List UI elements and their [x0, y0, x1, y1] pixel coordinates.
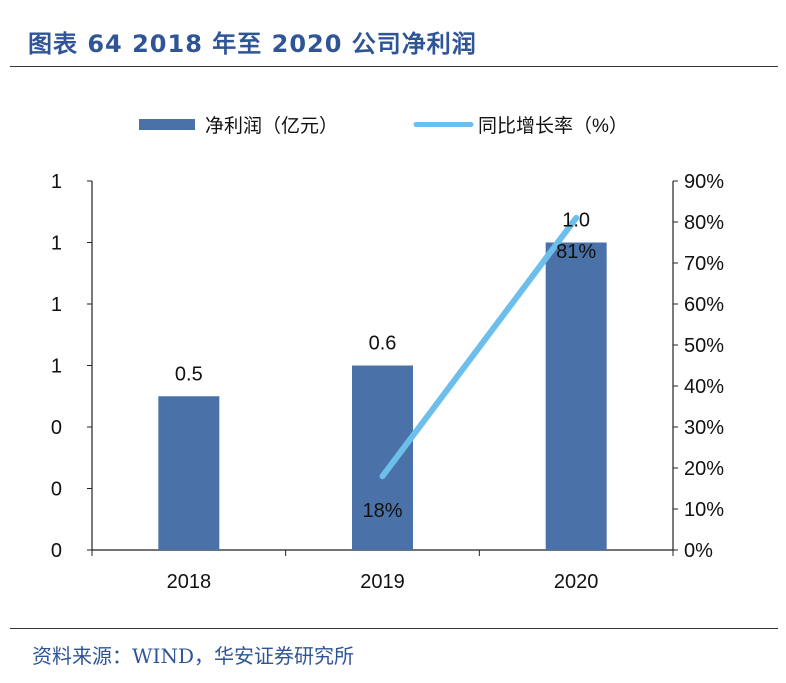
x-tick-label: 2018 — [167, 571, 212, 593]
right-tick-label: 30% — [684, 417, 724, 439]
axes: 00011110%10%20%30%40%50%60%70%80%90%2018… — [51, 171, 724, 593]
right-tick-label: 50% — [684, 335, 724, 357]
growth-value-label: 18% — [362, 500, 402, 522]
left-tick-label: 1 — [51, 294, 62, 316]
left-tick-label: 1 — [51, 233, 62, 255]
right-tick-label: 70% — [684, 253, 724, 275]
left-tick-label: 1 — [51, 171, 62, 193]
bar-value-label: 0.5 — [175, 363, 203, 385]
right-tick-label: 60% — [684, 294, 724, 316]
bar-value-label: 1.0 — [562, 210, 590, 232]
bar-value-label: 0.6 — [369, 333, 397, 355]
growth-value-label: 81% — [556, 241, 596, 263]
right-tick-label: 0% — [684, 540, 713, 562]
right-tick-label: 80% — [684, 212, 724, 234]
legend-swatch-bar — [139, 119, 195, 130]
data-labels: 0.5 0.6 1.0 18% 81% — [175, 210, 596, 523]
bar — [158, 396, 220, 550]
right-tick-label: 10% — [684, 499, 724, 521]
footer-divider — [10, 628, 778, 629]
growth-line — [379, 214, 580, 480]
right-tick-label: 40% — [684, 376, 724, 398]
left-tick-label: 0 — [51, 540, 62, 562]
bar — [352, 365, 413, 550]
x-tick-label: 2019 — [360, 571, 405, 593]
x-tick-label: 2020 — [554, 571, 599, 593]
right-tick-label: 90% — [684, 171, 724, 193]
source-note: 资料来源：WIND，华安证券研究所 — [32, 644, 354, 668]
chart-title: 图表 64 2018 年至 2020 公司净利润 — [28, 30, 477, 58]
growth-line-path — [379, 214, 580, 480]
bars — [158, 242, 607, 550]
left-tick-label: 1 — [51, 356, 62, 378]
left-tick-label: 0 — [51, 479, 62, 501]
legend-label-line: 同比增长率（%） — [478, 115, 628, 137]
title-divider — [10, 66, 778, 67]
legend: 净利润（亿元） 同比增长率（%） — [139, 115, 628, 137]
left-tick-label: 0 — [51, 417, 62, 439]
bar — [545, 242, 607, 550]
right-tick-label: 20% — [684, 458, 724, 480]
legend-label-bar: 净利润（亿元） — [205, 115, 338, 137]
